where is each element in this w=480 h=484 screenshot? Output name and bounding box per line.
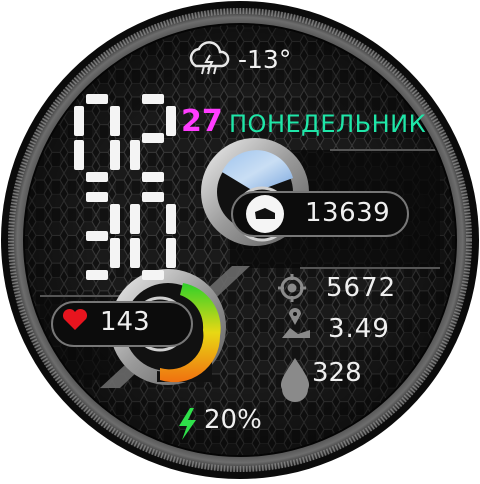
digit-segment [86, 94, 108, 104]
cloud-rain-icon [189, 41, 230, 75]
battery-value: 20% [204, 405, 262, 435]
digit-segment [130, 204, 140, 234]
water-value: 328 [312, 358, 362, 388]
digit-segment [166, 238, 176, 268]
digit-segment [142, 270, 164, 280]
route-icon [282, 308, 310, 338]
digit-segment [130, 238, 140, 268]
time-hour [74, 94, 176, 182]
digit-segment [110, 106, 120, 136]
digit-segment [86, 192, 108, 202]
heart-rate-panel [51, 301, 193, 347]
distance-value: 3.49 [328, 314, 390, 344]
steps-panel [231, 191, 409, 237]
digit-segment [86, 172, 108, 182]
digit-segment [130, 140, 140, 170]
digit-segment [166, 106, 176, 136]
digit-segment [74, 140, 84, 170]
digit-segment [74, 106, 84, 136]
heart-rate-gauge [160, 283, 221, 383]
target-icon [278, 274, 306, 302]
bezel-ridges [8, 8, 472, 472]
bolt-icon [179, 408, 196, 440]
date-weekday: ПОНЕДЕЛЬНИК [229, 110, 427, 138]
heart-rate-value: 143 [100, 307, 150, 337]
digit-segment [110, 238, 120, 268]
digit-segment [110, 204, 120, 234]
calories-value: 5672 [326, 273, 397, 303]
time-minute [86, 192, 176, 280]
shoe-icon [255, 208, 275, 219]
digit-segment [110, 140, 120, 170]
heart-icon [62, 308, 88, 330]
digit-segment [86, 270, 108, 280]
digit-segment [142, 172, 164, 182]
digit-segment [142, 192, 164, 202]
weather-temperature: -13° [238, 45, 292, 74]
digit-segment [142, 133, 164, 143]
drop-icon [280, 358, 310, 402]
digit-segment [86, 231, 108, 241]
date-day: 27 [181, 104, 223, 139]
digit-segment [142, 94, 164, 104]
steps-value: 13639 [305, 198, 391, 228]
digit-segment [166, 204, 176, 234]
